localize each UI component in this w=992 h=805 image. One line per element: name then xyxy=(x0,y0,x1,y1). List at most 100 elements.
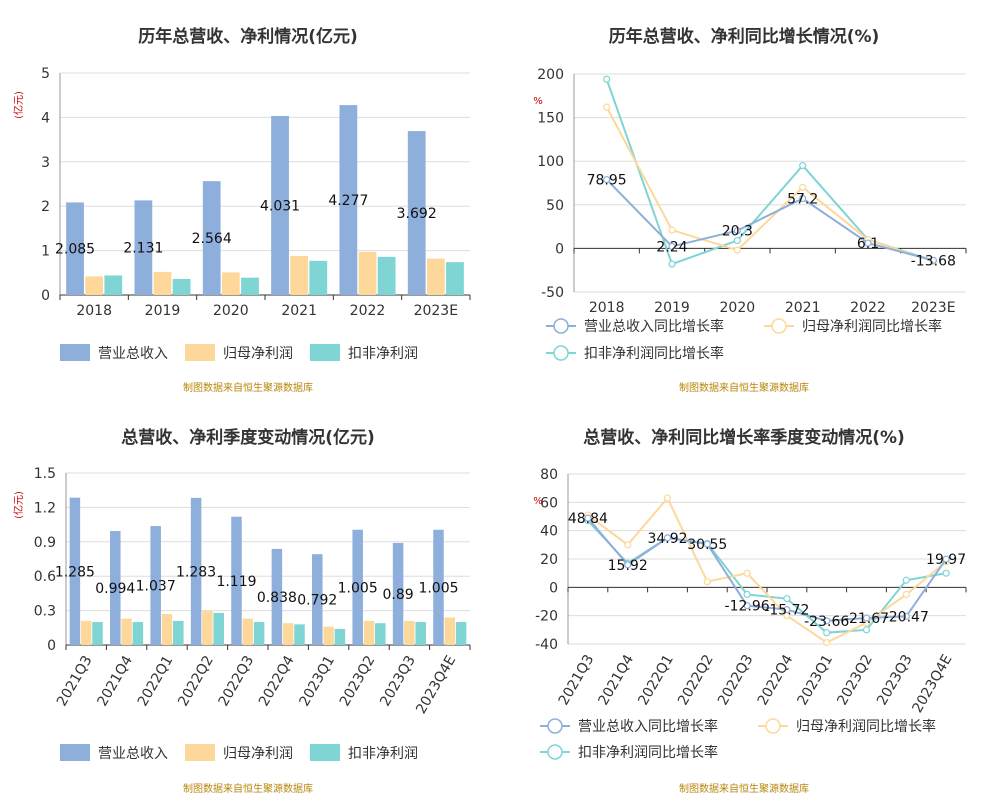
quarterly-bar-chart: 00.30.60.91.21.5(亿元)2021Q32021Q42022Q120… xyxy=(12,466,471,762)
y-tick-label: -40 xyxy=(535,637,558,653)
data-point xyxy=(668,226,676,234)
x-tick-label: 2023Q3 xyxy=(377,653,419,709)
legend-label: 营业总收入 xyxy=(98,346,168,362)
bar xyxy=(352,529,363,645)
y-tick-label: -20 xyxy=(535,609,558,625)
y-tick-label: 150 xyxy=(537,111,564,127)
data-label: 1.005 xyxy=(418,580,458,596)
series-line xyxy=(605,178,934,262)
bar xyxy=(172,279,191,295)
x-tick-label: 2018 xyxy=(76,303,112,319)
x-tick-label: 2023Q4E xyxy=(910,652,956,716)
bar xyxy=(231,516,242,645)
y-tick-label: 40 xyxy=(540,524,558,540)
panel-annual-growth: 历年总营收、净利同比增长情况(%) -50 0 50 100 150 200% 2018 20… xyxy=(496,0,992,400)
chart-title: 总营收、净利同比增长率季度变动情况(%) xyxy=(583,428,905,448)
x-tick-label: 2022Q3 xyxy=(216,653,258,709)
data-label: 1.119 xyxy=(216,574,256,590)
data-label: 78.95 xyxy=(587,173,627,189)
x-tick-label: 2021Q3 xyxy=(556,652,598,708)
data-point xyxy=(603,103,611,111)
data-point xyxy=(799,183,807,191)
chart-title: 历年总营收、净利情况(亿元) xyxy=(138,27,358,47)
annual-growth-line-chart: -50 0 50 100 150 200% 2018 2019 2020 2021 2022 2023… xyxy=(533,67,967,362)
data-label: -15.72 xyxy=(764,603,809,619)
x-tick-label: 2023Q2 xyxy=(834,652,876,708)
data-point xyxy=(733,236,741,245)
data-label: -21.67 xyxy=(844,611,889,627)
x-tick-label: 2022 xyxy=(350,303,386,319)
data-point xyxy=(743,602,751,610)
legend-label: 扣非净利润 xyxy=(348,746,418,762)
data-label: 1.285 xyxy=(55,564,95,580)
bar xyxy=(339,105,358,295)
bar xyxy=(309,260,328,295)
x-tick-label: 2023Q1 xyxy=(296,653,338,709)
y-tick-label: 5 xyxy=(41,66,50,82)
bar xyxy=(134,200,153,295)
quarterly-growth-line-chart: -40 -20 0 20 40 60 80% 2021Q32021Q42022Q12022Q2… xyxy=(533,467,967,761)
y-tick-label: 2 xyxy=(41,199,50,215)
y-tick-label: 4 xyxy=(41,110,50,126)
bar xyxy=(104,275,123,295)
data-point xyxy=(929,256,937,264)
data-point xyxy=(663,494,672,502)
bar xyxy=(426,258,445,295)
legend-marker xyxy=(547,718,563,734)
x-tick-label: 2021Q4 xyxy=(596,652,638,708)
data-point xyxy=(624,541,632,549)
data-label: 1.283 xyxy=(176,564,216,580)
bar xyxy=(80,620,92,645)
data-point xyxy=(584,514,592,522)
x-tick-label: 2023E xyxy=(911,300,955,316)
data-point xyxy=(823,617,831,625)
bar xyxy=(253,622,265,645)
data-label: 2.131 xyxy=(123,241,163,257)
x-tick-label: 2022Q3 xyxy=(715,652,757,708)
legend-label: 归母净利润 xyxy=(223,745,293,762)
bar xyxy=(173,620,184,645)
y-tick-label: 50 xyxy=(546,198,564,214)
bar xyxy=(404,620,415,645)
x-tick-label: 2022Q1 xyxy=(635,652,677,708)
data-point xyxy=(624,561,632,569)
x-tick-label: 2023Q2 xyxy=(337,653,379,709)
legend-marker xyxy=(771,318,787,334)
bar xyxy=(446,262,464,295)
legend-swatch xyxy=(60,744,90,761)
data-label: 0.838 xyxy=(257,590,297,606)
data-label: 19.97 xyxy=(926,552,966,568)
bar xyxy=(69,497,81,645)
legend-marker xyxy=(765,718,781,734)
bar xyxy=(334,628,346,645)
y-tick-label: 1.5 xyxy=(34,466,56,482)
data-point xyxy=(799,194,807,203)
legend-label: 扣非净利润同比增长率 xyxy=(578,744,718,761)
panel-quarterly-revenue-profit: 总营收、净利季度变动情况(亿元) 0 0.3 0.6 0.9 1.2 1.5 (亿元) 202… xyxy=(0,405,496,805)
bar xyxy=(282,623,294,645)
data-point xyxy=(823,629,831,637)
y-tick-label: 200 xyxy=(537,67,564,83)
bar xyxy=(433,529,444,645)
data-point xyxy=(799,161,807,170)
legend-swatch xyxy=(60,344,90,361)
data-point xyxy=(783,595,791,603)
bar xyxy=(407,131,426,295)
y-unit-label: % xyxy=(533,96,543,107)
source-note: 制图数据来自恒生聚源数据库 xyxy=(183,383,313,394)
data-point xyxy=(743,569,751,577)
data-label: 48.84 xyxy=(568,511,608,527)
data-label: 2.564 xyxy=(192,231,232,247)
data-point xyxy=(703,540,711,548)
y-tick-label: 100 xyxy=(537,154,564,170)
x-tick-label: 2022Q4 xyxy=(755,652,797,708)
data-label: 2.24 xyxy=(656,239,687,255)
data-label: 30.55 xyxy=(687,537,727,553)
legend-label: 扣非净利润同比增长率 xyxy=(584,345,724,362)
data-point xyxy=(603,75,611,83)
legend-swatch xyxy=(185,744,215,761)
data-label: 4.031 xyxy=(260,199,300,215)
bar xyxy=(312,554,323,645)
data-label: -23.66 xyxy=(804,614,849,630)
data-point xyxy=(603,175,611,184)
